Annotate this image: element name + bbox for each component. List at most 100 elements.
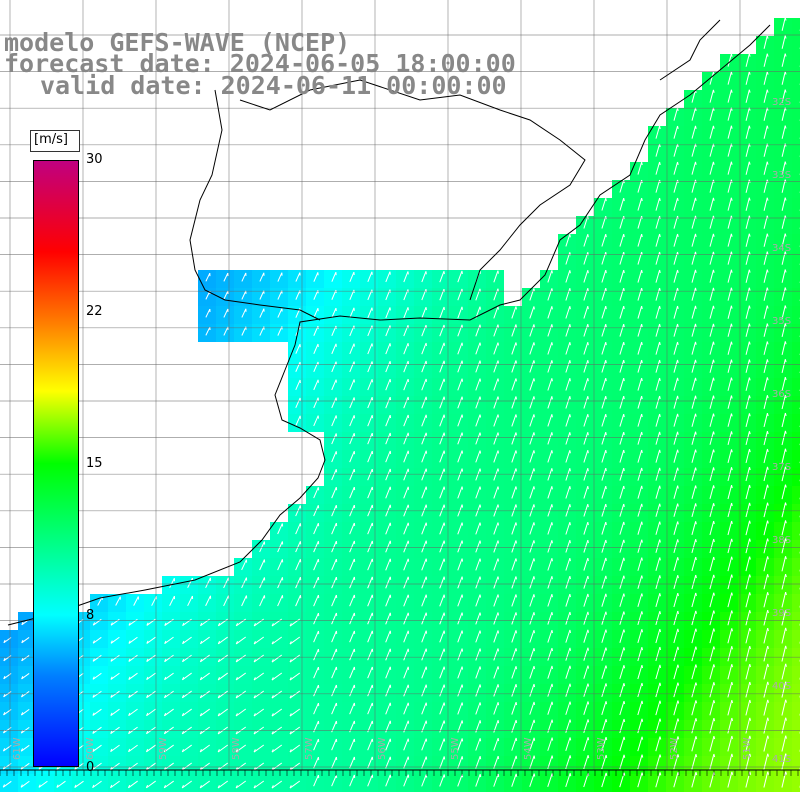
wind-arrow [673, 143, 679, 157]
wind-arrow [763, 699, 769, 716]
wind-arrow-head [730, 323, 733, 327]
wind-arrow [601, 593, 607, 607]
wind-arrow [493, 504, 499, 517]
wind-arrow [547, 737, 553, 751]
wind-arrow [439, 378, 445, 391]
wind-arrow-head [641, 413, 643, 418]
wind-arrow [547, 594, 553, 607]
wind-arrow [583, 504, 589, 517]
wind-arrow-head [92, 640, 95, 644]
wind-arrow-head [271, 695, 274, 699]
wind-arrow-head [533, 360, 535, 364]
wind-arrow [727, 592, 733, 608]
wind-arrow [223, 595, 229, 607]
wind-arrow-head [784, 53, 787, 57]
wind-arrow-head [712, 161, 715, 165]
wind-arrow-head [659, 359, 661, 364]
wind-arrow [349, 397, 355, 409]
wind-arrow-head [551, 773, 554, 777]
wind-arrow [475, 360, 481, 373]
wind-arrow-head [749, 681, 752, 686]
wind-arrow [421, 684, 427, 697]
wind-arrow [655, 287, 661, 301]
wind-arrow-head [784, 233, 787, 237]
wind-arrow-head [785, 717, 787, 721]
wind-arrow [709, 413, 714, 427]
wind-arrow [128, 690, 138, 698]
wind-arrow-head [749, 538, 751, 542]
wind-arrow-head [766, 395, 769, 399]
wind-arrow-head [784, 377, 787, 381]
wind-arrow [475, 756, 481, 769]
wind-arrow-head [533, 755, 536, 759]
wind-arrow-head [569, 755, 572, 759]
wind-arrow [271, 672, 283, 681]
wind-arrow-head [712, 305, 715, 309]
wind-arrow-head [785, 591, 787, 596]
wind-arrow [673, 269, 679, 283]
colorbar-unit-box [30, 130, 80, 152]
wind-arrow [565, 773, 571, 788]
wind-arrow-head [712, 359, 715, 363]
wind-arrow [709, 610, 715, 626]
wind-arrow [547, 665, 553, 679]
wind-arrow [475, 342, 481, 355]
wind-arrow [547, 755, 553, 769]
wind-arrow-head [199, 731, 202, 735]
wind-arrow [493, 773, 499, 787]
wind-arrow [205, 595, 211, 607]
wind-arrow [727, 161, 732, 175]
wind-arrow [241, 577, 247, 589]
wind-arrow [745, 269, 750, 283]
wind-arrow [691, 377, 696, 391]
wind-arrow [385, 325, 391, 337]
wind-arrow-head [767, 484, 769, 488]
wind-arrow-head [713, 646, 716, 650]
wind-arrow [2, 780, 12, 788]
wind-arrow-head [551, 522, 553, 526]
wind-cell [792, 684, 800, 702]
wind-arrow-head [21, 639, 24, 644]
wind-arrow-head [659, 413, 661, 417]
wind-arrow [313, 272, 319, 282]
wind-arrow [727, 359, 732, 373]
wind-arrow [457, 666, 463, 679]
wind-arrow-head [677, 521, 679, 525]
wind-arrow-head [785, 681, 787, 685]
wind-arrow [511, 773, 517, 787]
wind-arrow [421, 540, 427, 553]
wind-arrow-head [677, 539, 679, 543]
wind-arrow [349, 379, 355, 391]
wind-arrow [529, 594, 535, 607]
wind-arrow [655, 557, 661, 571]
wind-arrow [763, 448, 768, 464]
wind-arrow-head [271, 713, 274, 717]
wind-arrow-head [659, 736, 662, 740]
wind-arrow [475, 396, 481, 409]
wind-arrow-head [659, 377, 661, 382]
wind-arrow [727, 287, 732, 301]
wind-arrow [565, 683, 571, 697]
wind-arrow-head [110, 694, 113, 698]
wind-arrow [619, 575, 625, 589]
wind-arrow-head [128, 712, 131, 716]
wind-arrow [637, 485, 643, 499]
wind-arrow [385, 522, 391, 535]
wind-arrow-head [641, 754, 644, 758]
wind-arrow [385, 361, 391, 373]
wind-arrow [421, 414, 427, 427]
wind-arrow [727, 179, 732, 193]
wind-arrow [583, 270, 589, 283]
wind-arrow-head [92, 694, 95, 698]
wind-arrow-head [730, 71, 733, 75]
wind-arrow [691, 359, 696, 373]
wind-arrow [691, 718, 697, 734]
wind-arrow-head [199, 658, 203, 663]
wind-arrow-head [695, 341, 697, 345]
wind-arrow-head [605, 414, 607, 418]
wind-arrow [655, 539, 661, 553]
wind-arrow-head [677, 700, 680, 704]
wind-arrow-head [128, 640, 131, 644]
wind-arrow [457, 450, 463, 463]
wind-arrow-head [181, 785, 184, 789]
